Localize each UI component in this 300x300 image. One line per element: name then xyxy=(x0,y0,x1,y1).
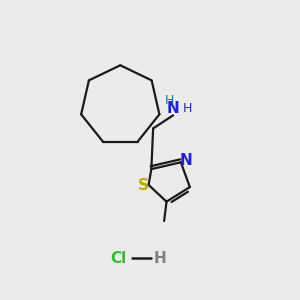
Text: H: H xyxy=(164,94,174,107)
Text: H: H xyxy=(153,251,166,266)
Text: S: S xyxy=(138,178,149,193)
Text: N: N xyxy=(179,153,192,168)
Text: H: H xyxy=(182,102,192,115)
Text: Cl: Cl xyxy=(111,251,127,266)
Text: N: N xyxy=(167,101,179,116)
